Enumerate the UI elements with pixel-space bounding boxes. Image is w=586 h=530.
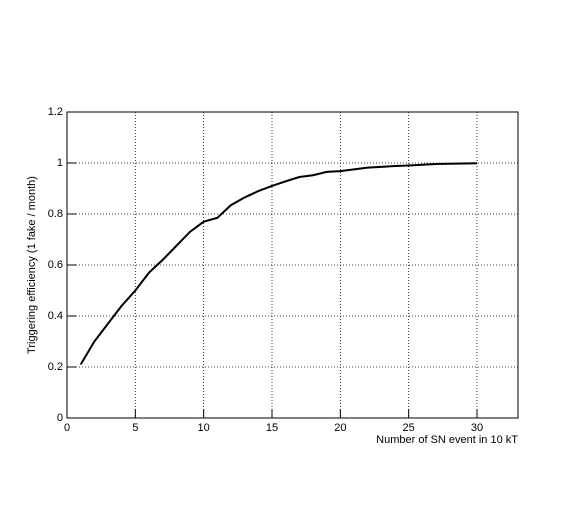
x-tick-label: 20 [334, 422, 346, 434]
x-tick-label: 10 [198, 422, 210, 434]
x-tick-label: 15 [266, 422, 278, 434]
y-tick-label: 0 [57, 412, 63, 424]
y-tick-label: 1.2 [48, 106, 63, 118]
y-tick-label: 0.6 [48, 259, 63, 271]
x-tick-label: 30 [471, 422, 483, 434]
x-tick-label: 25 [403, 422, 415, 434]
y-tick-label: 0.8 [48, 208, 63, 220]
y-axis-label: Triggering efficiency (1 fake / month) [26, 176, 38, 354]
x-tick-label: 5 [132, 422, 138, 434]
x-axis-label: Number of SN event in 10 kT [376, 434, 518, 446]
x-tick-label: 0 [64, 422, 70, 434]
y-tick-label: 0.2 [48, 361, 63, 373]
line-series [79, 162, 478, 365]
y-tick-label: 0.4 [48, 310, 63, 322]
y-tick-label: 1 [57, 157, 63, 169]
